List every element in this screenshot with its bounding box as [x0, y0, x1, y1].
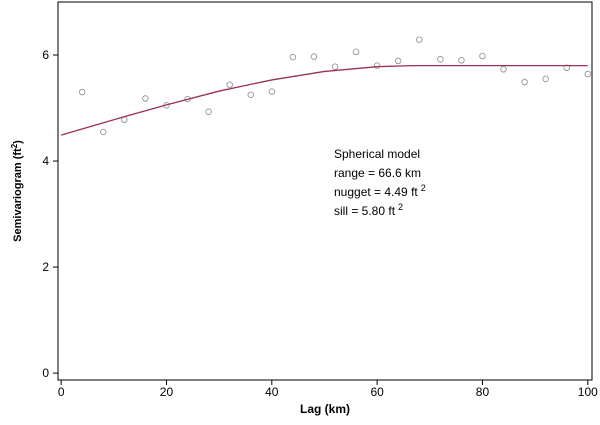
y-label-end: ) [12, 140, 24, 144]
data-point [226, 81, 233, 88]
annotation: range = 66.6 km [334, 166, 421, 180]
data-point [331, 63, 339, 70]
annotation: nugget = 4.49 ft 2 [334, 183, 426, 199]
data-point [437, 56, 444, 63]
data-point [416, 36, 423, 43]
annotation-text: Spherical model [334, 147, 420, 161]
data-point [373, 62, 381, 69]
y-tick-label: 6 [42, 48, 49, 62]
data-point [563, 64, 570, 71]
y-axis-label: Semivariogram (ft2) [10, 140, 24, 242]
x-tick-label: 0 [58, 385, 65, 399]
data-point [205, 108, 212, 115]
annotation-text: sill = 5.80 ft [334, 204, 396, 218]
data-point [310, 53, 318, 60]
data-point [352, 48, 360, 56]
data-point [268, 88, 276, 95]
x-tick-label: 80 [476, 385, 490, 399]
y-tick-label: 4 [42, 154, 49, 168]
annotation-text: range = 66.6 km [334, 166, 421, 180]
data-point [395, 57, 402, 65]
x-tick-label: 40 [265, 385, 279, 399]
y-label-main: Semivariogram (ft [12, 148, 24, 242]
x-tick-label: 60 [370, 385, 384, 399]
superscript: 2 [421, 183, 426, 193]
x-tick-label: 20 [160, 385, 174, 399]
annotation: sill = 5.80 ft 2 [334, 202, 403, 218]
data-point [100, 128, 107, 136]
x-tick-label: 100 [578, 385, 598, 399]
data-point [247, 91, 254, 98]
annotations: Spherical model range = 66.6 km nugget = 4… [334, 147, 426, 218]
annotation-text: nugget = 4.49 ft [334, 185, 418, 199]
plot-frame [57, 1, 593, 381]
superscript: 2 [398, 202, 403, 212]
data-point [479, 52, 486, 60]
data-point [584, 70, 591, 78]
data-point [79, 88, 86, 96]
model-line [60, 64, 588, 136]
y-label-sup: 2 [10, 143, 19, 148]
data-point [458, 57, 465, 64]
data-point [521, 78, 528, 86]
data-point [142, 95, 149, 102]
x-axis-label: Lag (km) [300, 402, 350, 416]
data-point [289, 53, 297, 61]
annotation: Spherical model [334, 147, 420, 161]
y-tick-label: 2 [42, 260, 49, 274]
y-tick-label: 0 [42, 366, 49, 380]
data-point [500, 66, 507, 73]
data-point [542, 75, 549, 83]
